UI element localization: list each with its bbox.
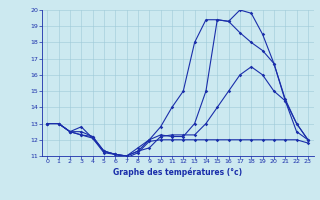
X-axis label: Graphe des températures (°c): Graphe des températures (°c): [113, 167, 242, 177]
